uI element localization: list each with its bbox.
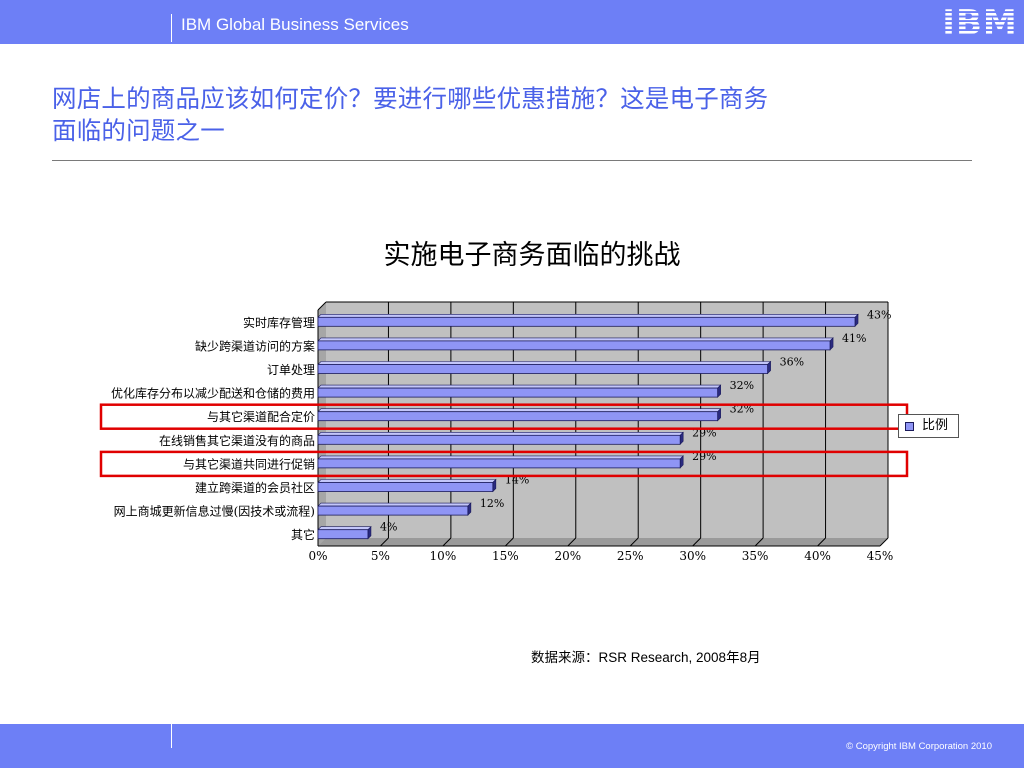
bar-front [317,364,769,374]
category-label: 与其它渠道共同进行促销 [183,456,315,471]
bar-top [317,431,684,436]
bar-front [317,505,469,516]
bar-top [317,337,834,342]
bar-front [317,482,494,492]
ibm-logo-text: IBM [944,4,1016,40]
x-tick-label: 45% [867,549,894,563]
bar [317,431,684,446]
gridline-floor [879,537,889,547]
x-tick-label: 20% [554,549,581,563]
x-tick-label: 15% [492,549,519,563]
bar [317,502,472,516]
source-note: 数据来源：RSR Research, 2008年8月 [531,650,761,665]
bar [317,313,859,328]
gridline-floor [817,537,826,547]
footer-divider [171,724,172,748]
bar [317,337,834,351]
bar-top [317,313,859,318]
chart-title: 实施电子商务面临的挑战 [383,240,681,271]
bar-front [317,434,681,445]
x-tick-label: 10% [430,549,457,563]
category-label: 建立跨渠道的会员社区 [195,480,315,495]
category-label: 缺少跨渠道访问的方案 [195,338,315,353]
category-label: 网上商城更新信息过慢(因技术或流程) [114,504,315,519]
gridline-floor [442,537,452,547]
data-label: 41% [842,332,866,345]
bar-top [317,479,497,483]
bar [317,360,772,375]
brand-text: IBM Global Business Services [181,15,409,34]
header-bar: IBM Global Business Services IBM [0,0,1024,44]
x-tick-label: 30% [679,549,706,563]
category-label: 实时库存管理 [243,315,315,330]
category-label: 与其它渠道配合定价 [207,409,315,424]
bars-layer: 43%41%36%32%32%29%29%14%12%4% [317,308,891,540]
gridline-floor [380,537,389,547]
plot-corner-edge [317,301,327,311]
category-label: 优化库存分布以减少配送和仓储的费用 [111,386,315,401]
ibm-logo: IBM [944,4,1016,40]
copyright-text: © Copyright IBM Corporation 2010 [846,741,992,752]
footer-bar: © Copyright IBM Corporation 2010 [0,724,1024,768]
title-divider [52,160,972,161]
bar-top [317,526,372,531]
bar [317,407,722,422]
bar-front [317,411,719,422]
data-label: 32% [730,379,754,392]
slide-title: 网店上的商品应该如何定价？要进行哪些优惠措施？这是电子商务 面临的问题之一 [52,83,972,147]
x-tick-label: 40% [804,549,831,563]
bar-top [317,502,472,507]
gridline-floor [567,537,577,547]
bar [317,525,372,540]
data-label: 4% [380,521,397,534]
bar-top [317,384,722,389]
bar-top [317,361,772,365]
bar-front [317,340,831,351]
bar-top [317,408,722,413]
bar [317,455,684,469]
legend-swatch [905,422,914,431]
slide-title-line-1: 网店上的商品应该如何定价？要进行哪些优惠措施？这是电子商务 [52,84,769,113]
x-tick-label: 0% [308,549,327,563]
header-divider [171,14,172,42]
category-label: 订单处理 [267,363,315,377]
chart-legend: 比例 [898,414,959,438]
bar-front [317,458,681,469]
category-label: 在线销售其它渠道没有的商品 [159,433,315,448]
bar-front [317,529,369,540]
bar-front [317,316,856,327]
gridline-floor [504,537,514,547]
slide-title-line-2: 面临的问题之一 [52,116,225,145]
x-tick-label: 5% [371,549,390,563]
plot-floor [318,538,888,546]
bar-top [317,455,684,460]
data-label: 43% [867,308,891,321]
data-label: 36% [780,356,804,369]
gridline-floor [754,537,764,547]
category-labels: 实时库存管理缺少跨渠道访问的方案订单处理优化库存分布以减少配送和仓储的费用与其它… [111,315,315,542]
gridline-floor [629,537,639,547]
legend-label: 比例 [922,418,949,433]
bar [317,384,722,398]
x-tick-label: 35% [742,549,769,563]
category-label: 其它 [291,527,315,542]
bar-front [317,387,719,398]
data-label: 12% [480,497,504,510]
x-tick-label: 25% [617,549,644,563]
tick-labels: 0% 5% 10% 15% 20% 25% 30% 35% 40% 45% [308,549,893,563]
gridline-floor [692,537,702,547]
bar [317,478,497,493]
highlight-box [99,450,909,478]
